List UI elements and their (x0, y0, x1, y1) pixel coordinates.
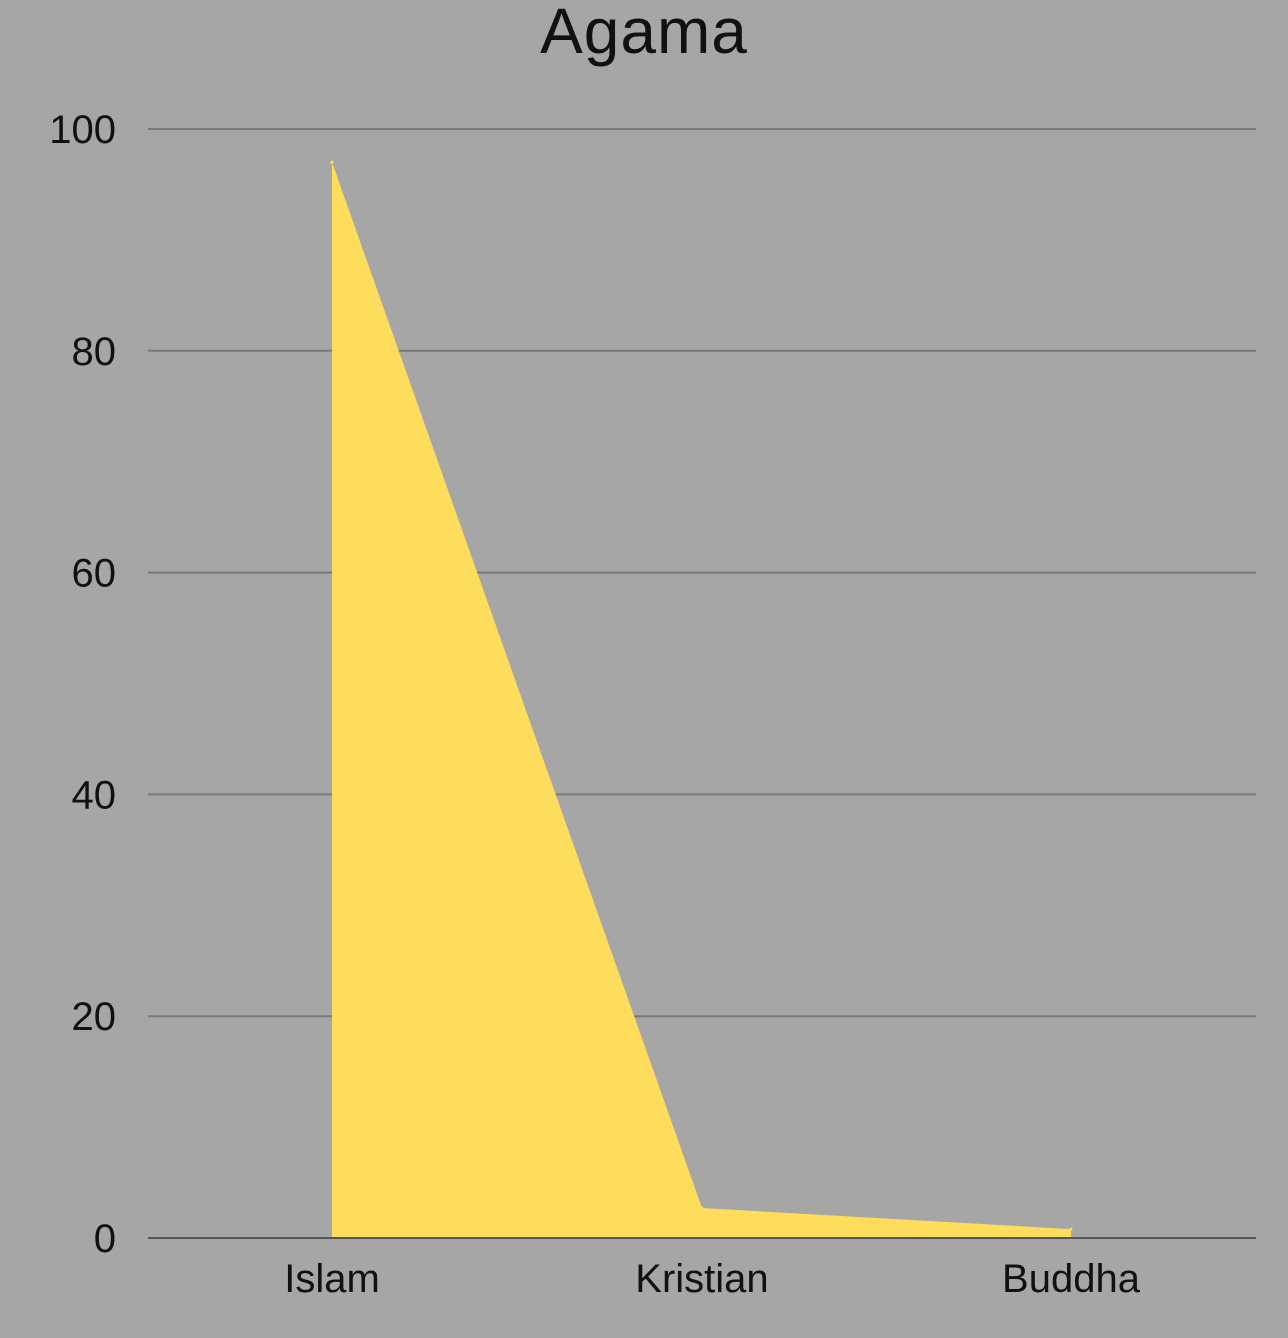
y-tick-label: 80 (72, 330, 117, 374)
x-tick-label: Buddha (1002, 1257, 1141, 1301)
y-axis-ticks: 0 20 40 60 80 100 (49, 108, 116, 1261)
data-point-islam (330, 160, 334, 164)
data-point-kristian (700, 1206, 704, 1210)
area-series (330, 160, 1073, 1238)
y-tick-label: 0 (94, 1217, 116, 1261)
y-tick-label: 100 (49, 108, 116, 152)
x-tick-label: Kristian (635, 1257, 768, 1301)
chart-title: Agama (540, 0, 748, 67)
area-fill (332, 162, 1071, 1238)
data-point-buddha (1069, 1227, 1073, 1231)
x-tick-label: Islam (284, 1257, 380, 1301)
x-axis-ticks: Islam Kristian Buddha (284, 1257, 1140, 1301)
y-tick-label: 40 (72, 773, 117, 817)
y-tick-label: 20 (72, 995, 117, 1039)
gridlines (148, 128, 1256, 1018)
y-tick-label: 60 (72, 552, 117, 596)
